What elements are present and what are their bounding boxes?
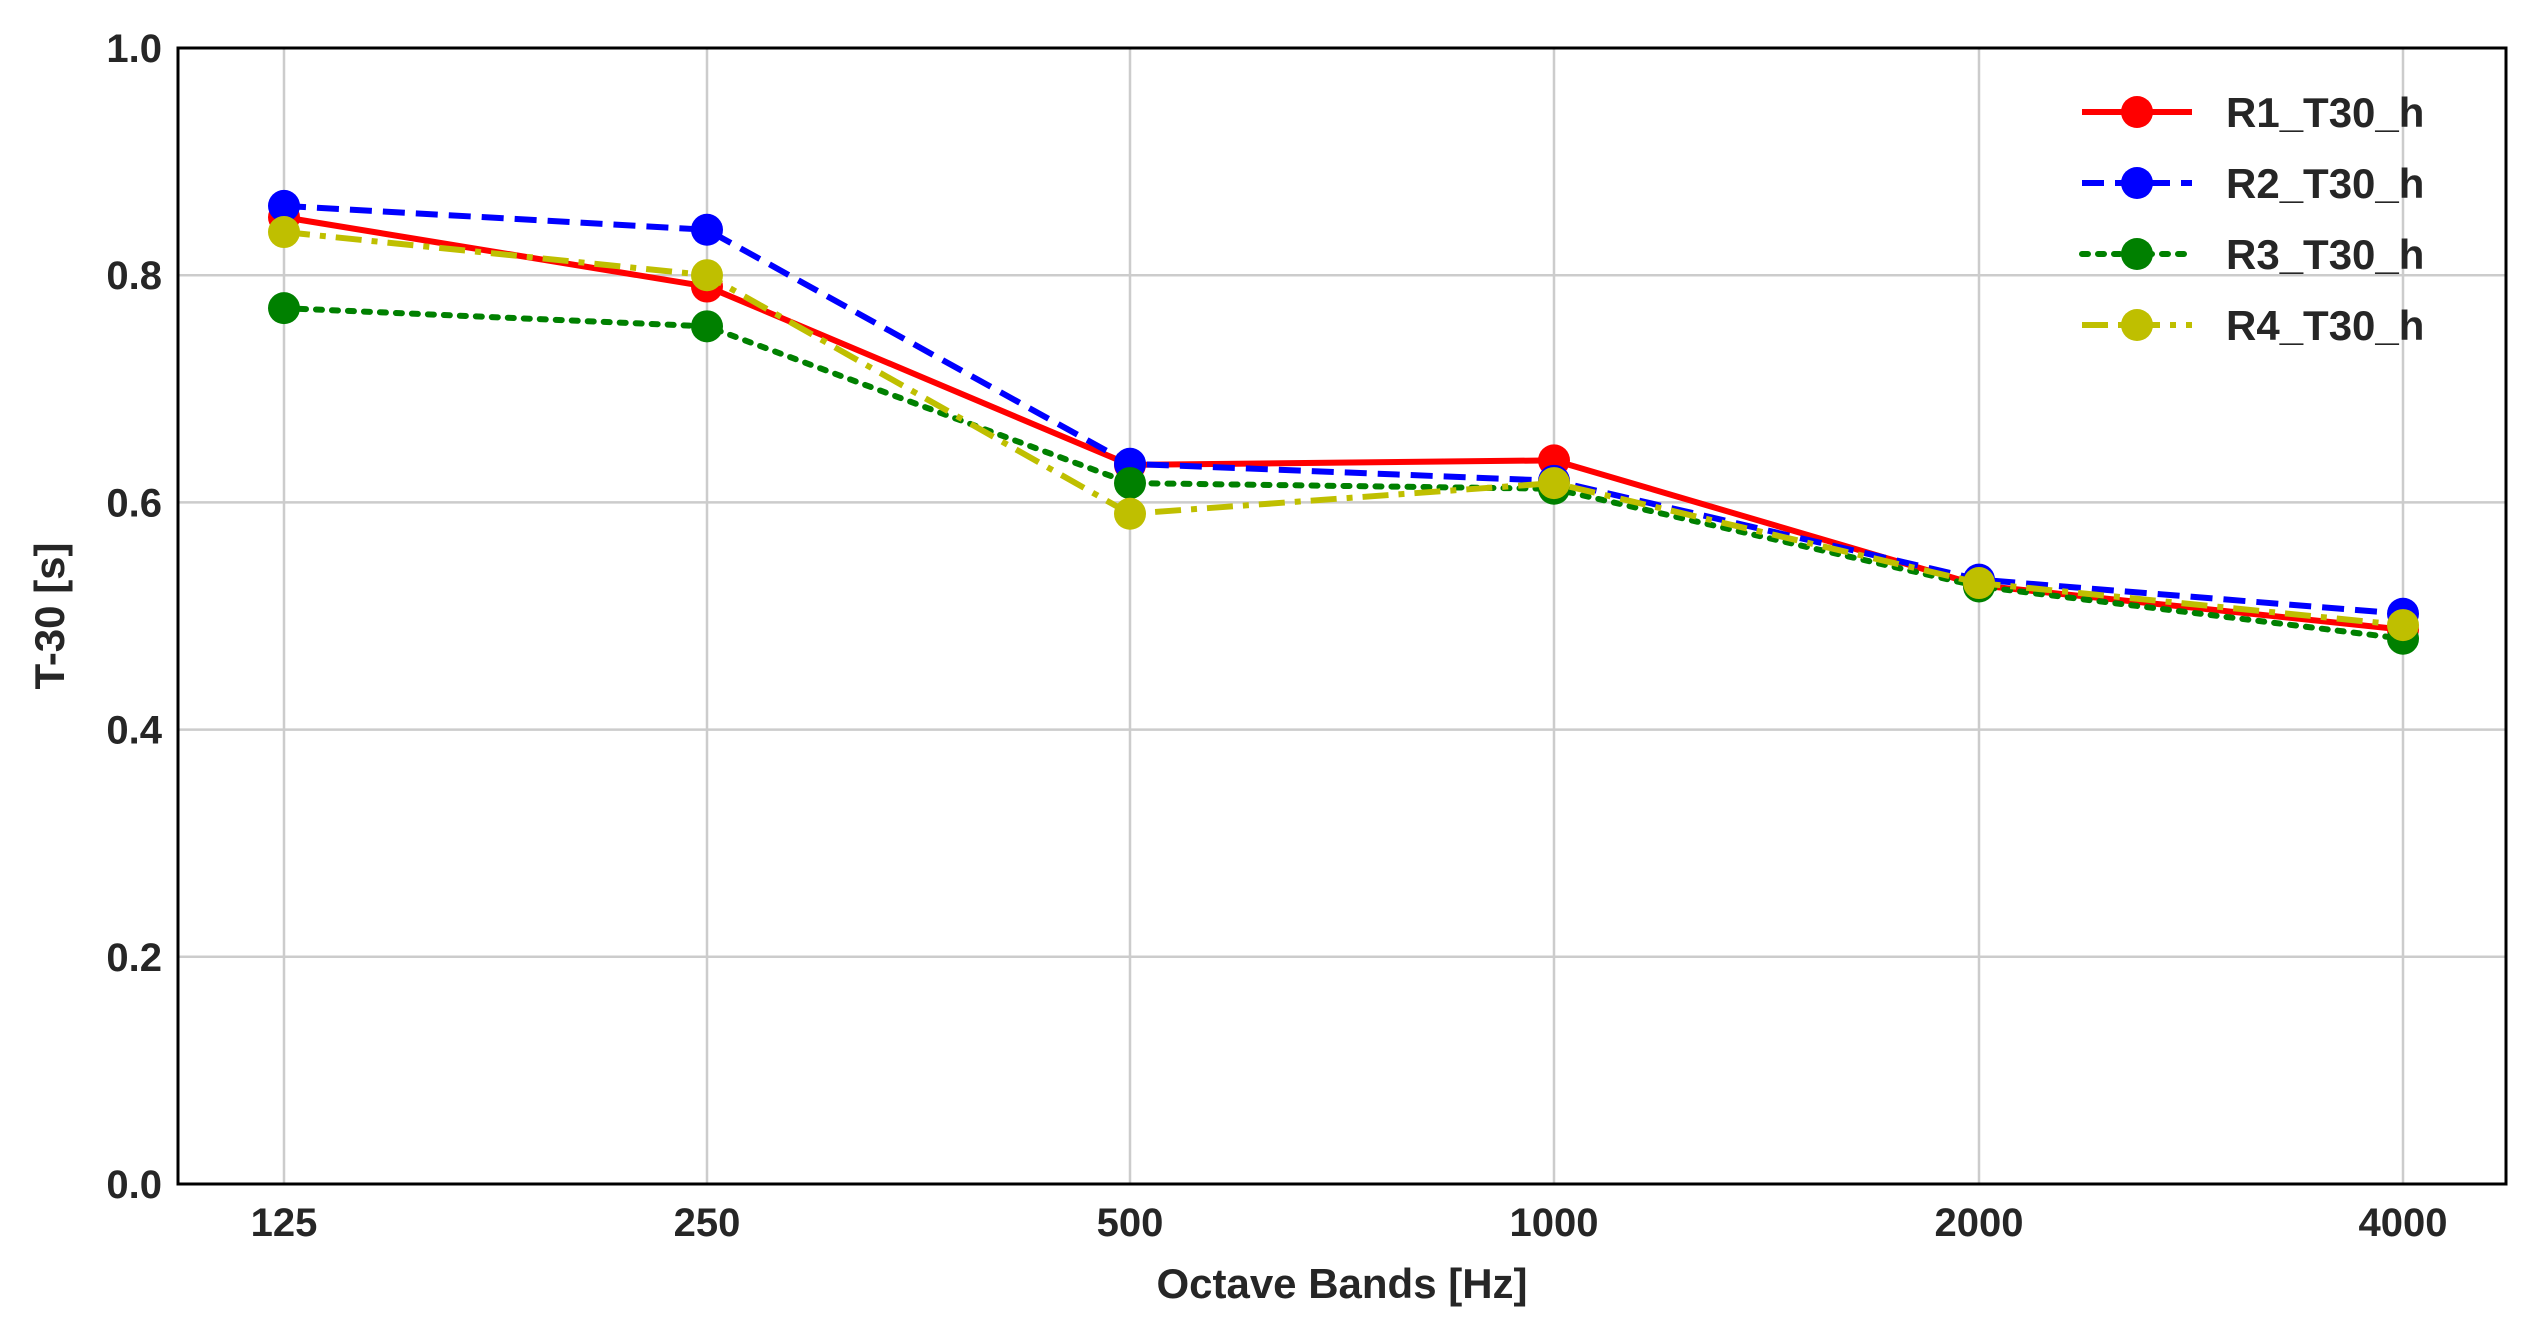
y-axis-title: T-30 [s] bbox=[26, 542, 73, 689]
series-layer bbox=[268, 189, 2419, 655]
legend-marker bbox=[2121, 238, 2153, 270]
legend-item: R1_T30_h bbox=[2082, 89, 2424, 136]
legend-marker bbox=[2121, 309, 2153, 341]
data-point bbox=[2387, 609, 2419, 642]
x-tick-label: 1000 bbox=[1510, 1201, 1599, 1245]
x-tick-label: 250 bbox=[674, 1201, 741, 1245]
y-tick-label: 0.8 bbox=[106, 254, 162, 298]
data-point bbox=[691, 259, 723, 292]
plot-frame bbox=[176, 46, 2508, 1186]
x-tick-labels: 125 250 500 1000 2000 4000 bbox=[251, 1201, 2448, 1245]
series-R4_T30_h bbox=[268, 216, 2419, 642]
legend-item: R4_T30_h bbox=[2082, 302, 2424, 349]
legend-label: R4_T30_h bbox=[2226, 302, 2424, 349]
y-tick-labels: 0.0 0.2 0.4 0.6 0.8 1.0 bbox=[106, 27, 162, 1207]
data-point bbox=[268, 216, 300, 249]
x-tick-label: 125 bbox=[251, 1201, 318, 1245]
legend: R1_T30_h R2_T30_h R3_T30_h R4_T30_h bbox=[2079, 89, 2424, 349]
data-point bbox=[1963, 567, 1995, 600]
x-tick-label: 4000 bbox=[2359, 1201, 2448, 1245]
legend-item: R2_T30_h bbox=[2082, 160, 2424, 207]
x-tick-label: 2000 bbox=[1935, 1201, 2024, 1245]
legend-label: R1_T30_h bbox=[2226, 89, 2424, 136]
data-point bbox=[268, 292, 300, 325]
y-tick-label: 0.4 bbox=[106, 709, 162, 753]
data-point bbox=[1114, 467, 1146, 500]
legend-item: R3_T30_h bbox=[2079, 231, 2424, 278]
x-axis-title: Octave Bands [Hz] bbox=[1156, 1260, 1527, 1307]
legend-marker bbox=[2121, 96, 2153, 128]
legend-marker bbox=[2121, 167, 2153, 199]
legend-label: R3_T30_h bbox=[2226, 231, 2424, 278]
series-line bbox=[283, 229, 2404, 629]
y-tick-label: 0.0 bbox=[106, 1163, 162, 1207]
data-point bbox=[1114, 497, 1146, 530]
legend-label: R2_T30_h bbox=[2226, 160, 2424, 207]
y-tick-label: 1.0 bbox=[106, 27, 162, 71]
x-tick-label: 500 bbox=[1097, 1201, 1164, 1245]
data-point bbox=[691, 310, 723, 343]
data-point bbox=[268, 189, 300, 222]
data-point bbox=[1538, 467, 1570, 500]
data-point bbox=[691, 213, 723, 246]
y-tick-label: 0.2 bbox=[106, 936, 162, 980]
y-tick-label: 0.6 bbox=[106, 481, 162, 525]
series-line bbox=[281, 305, 2406, 642]
